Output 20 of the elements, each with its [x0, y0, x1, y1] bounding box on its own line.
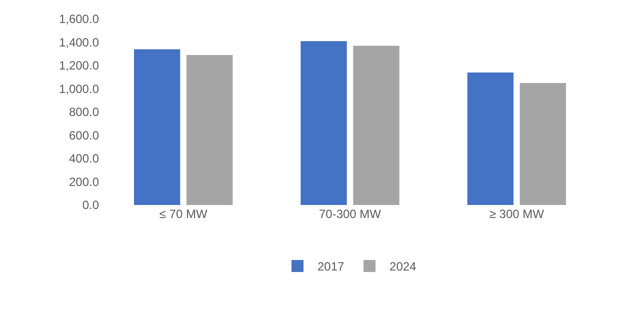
y-tick-label: 400.0 — [68, 152, 100, 166]
y-tick-label: 1,200.0 — [58, 58, 100, 73]
y-tick-label: 200.0 — [68, 174, 100, 189]
y-tick-label: 1,400.0 — [58, 35, 100, 50]
bar — [300, 41, 347, 205]
bar — [186, 55, 233, 205]
x-tick-label: ≤ 70 MW — [159, 207, 208, 221]
x-tick-label: ≥ 300 MW — [489, 207, 545, 221]
bar — [353, 46, 400, 205]
bar — [467, 72, 514, 205]
y-tick-label: 600.0 — [68, 128, 100, 142]
x-tick-label: 70-300 MW — [318, 207, 382, 221]
bar — [520, 82, 566, 205]
y-tick-label: 1,600.0 — [58, 12, 100, 26]
legend-label: 2017 — [318, 260, 345, 274]
legend-label: 2024 — [390, 260, 417, 274]
y-tick-label: 0.0 — [82, 198, 100, 212]
bar — [134, 49, 180, 205]
y-tick-label: 1,000.0 — [58, 82, 100, 96]
y-tick-label: 800.0 — [68, 105, 100, 120]
